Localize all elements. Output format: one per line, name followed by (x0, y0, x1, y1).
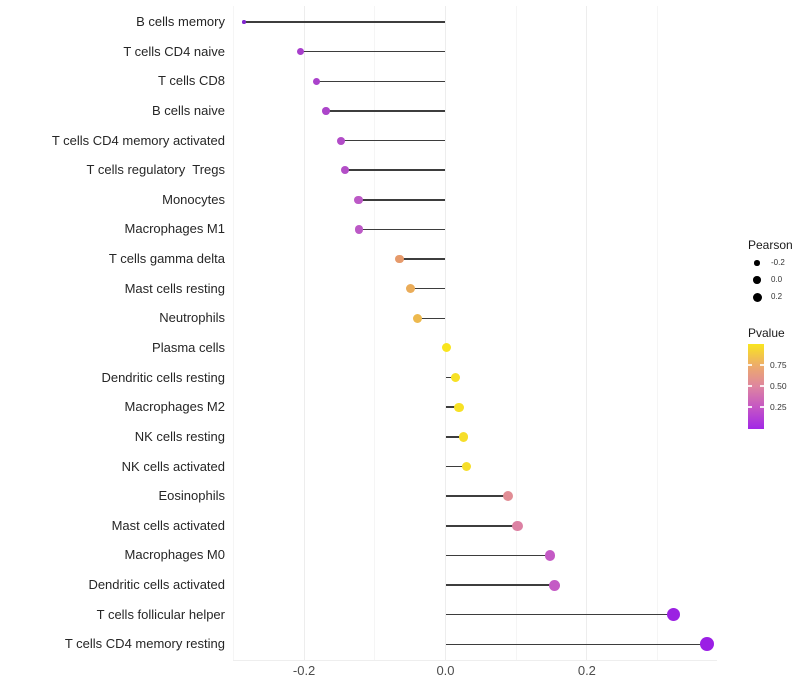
lollipop-dot (667, 608, 681, 622)
legend-size-label: -0.2 (771, 258, 785, 267)
lollipop-stem (445, 554, 551, 557)
y-axis-label: Macrophages M2 (124, 399, 225, 415)
y-axis-label: NK cells activated (121, 458, 225, 474)
y-axis-label: NK cells resting (134, 428, 225, 444)
lollipop-stem (326, 110, 446, 112)
legend-gradient-label: 0.25 (770, 402, 787, 412)
y-axis-label: T cells CD4 memory activated (51, 132, 225, 148)
lollipop-stem (445, 495, 508, 497)
gridline-minor (374, 6, 376, 660)
gradient-tick (748, 406, 752, 408)
lollipop-stem (359, 228, 446, 231)
y-axis-label: T cells regulatory Tregs (86, 162, 225, 178)
y-axis-label: T cells gamma delta (108, 251, 225, 267)
legend-size-label: 0.2 (771, 292, 783, 301)
y-axis-label: Monocytes (162, 191, 225, 207)
lollipop-dot (454, 402, 464, 412)
lollipop-stem (445, 584, 555, 586)
y-axis-label: B cells memory (136, 14, 225, 29)
gridline-major (586, 6, 588, 660)
lollipop-dot (548, 579, 560, 591)
lollipop-dot (450, 372, 461, 383)
gridline-minor (232, 6, 234, 660)
lollipop-dot (354, 195, 363, 204)
axis-line (233, 660, 717, 661)
y-axis-label: Mast cells resting (124, 280, 225, 296)
gradient-tick (760, 364, 764, 366)
lollipop-dot (512, 520, 523, 531)
lollipop-dot (502, 491, 513, 502)
lollipop-dot (297, 48, 305, 56)
lollipop-stem (345, 169, 446, 171)
lollipop-stem (399, 258, 446, 260)
legend-color-title: Pvalue (748, 326, 785, 340)
y-axis-label: Neutrophils (159, 310, 225, 326)
lollipop-dot (336, 136, 345, 145)
y-axis-label: T cells CD4 memory resting (64, 636, 225, 652)
lollipop-dot (313, 77, 321, 85)
legend-size-dot (753, 276, 761, 284)
lollipop-stem (445, 406, 459, 408)
gradient-tick (748, 385, 752, 387)
gradient-tick (760, 406, 764, 408)
legend-size-label: 0.0 (771, 275, 783, 284)
lollipop-dot (700, 637, 715, 652)
gridline-minor (657, 6, 659, 660)
lollipop-stem (340, 139, 446, 142)
lollipop-stem (417, 317, 446, 320)
lollipop-stem (445, 613, 674, 616)
lollipop-stem (445, 525, 518, 527)
lollipop-stem (300, 50, 446, 53)
y-axis-label: Eosinophils (158, 488, 226, 504)
lollipop-stem (445, 465, 467, 468)
y-axis-label: Plasma cells (152, 339, 225, 355)
gradient-tick (760, 385, 764, 387)
lollipop-stem (358, 199, 446, 201)
lollipop-stem (445, 436, 464, 438)
legend-gradient-label: 0.75 (770, 360, 787, 370)
gradient-tick (748, 364, 752, 366)
lollipop-stem (445, 376, 456, 379)
gridline-major (303, 6, 305, 660)
y-axis-label: T cells CD8 (158, 73, 225, 89)
lollipop-stem (316, 80, 446, 83)
gridline-minor (515, 6, 517, 660)
lollipop-dot (405, 284, 415, 294)
lollipop-stem (244, 21, 446, 23)
lollipop-dot (544, 550, 556, 561)
y-axis-label: Mast cells activated (111, 517, 225, 533)
x-tick-label: 0.0 (436, 663, 455, 678)
lollipop-dot (461, 461, 472, 472)
lollipop-dot (395, 254, 404, 264)
lollipop-dot (341, 166, 350, 175)
y-axis-label: Dendritic cells resting (101, 369, 225, 385)
x-tick-label: 0.2 (577, 663, 596, 678)
legend-size-dot (752, 292, 762, 302)
y-axis-label: Macrophages M0 (124, 547, 225, 563)
y-axis-label: T cells follicular helper (96, 606, 225, 622)
lollipop-dot (355, 225, 364, 234)
lollipop-dot (242, 20, 246, 24)
lollipop-dot (322, 107, 330, 115)
legend-size-dot (754, 260, 760, 266)
y-axis-label: B cells naive (152, 102, 225, 118)
gridline-major (445, 6, 446, 660)
y-axis-label: T cells CD4 naive (123, 43, 225, 59)
lollipop-dot (412, 313, 422, 323)
legend-gradient-label: 0.50 (770, 381, 787, 391)
lollipop-dot (441, 343, 451, 353)
lollipop-stem (410, 287, 446, 290)
lollipop-stem (445, 643, 708, 646)
legend-size-title: Pearson (748, 238, 793, 252)
lollipop-dot (458, 432, 468, 442)
y-axis-label: Macrophages M1 (124, 221, 225, 237)
y-axis-label: Dendritic cells activated (88, 577, 225, 593)
x-tick-label: -0.2 (292, 663, 316, 678)
